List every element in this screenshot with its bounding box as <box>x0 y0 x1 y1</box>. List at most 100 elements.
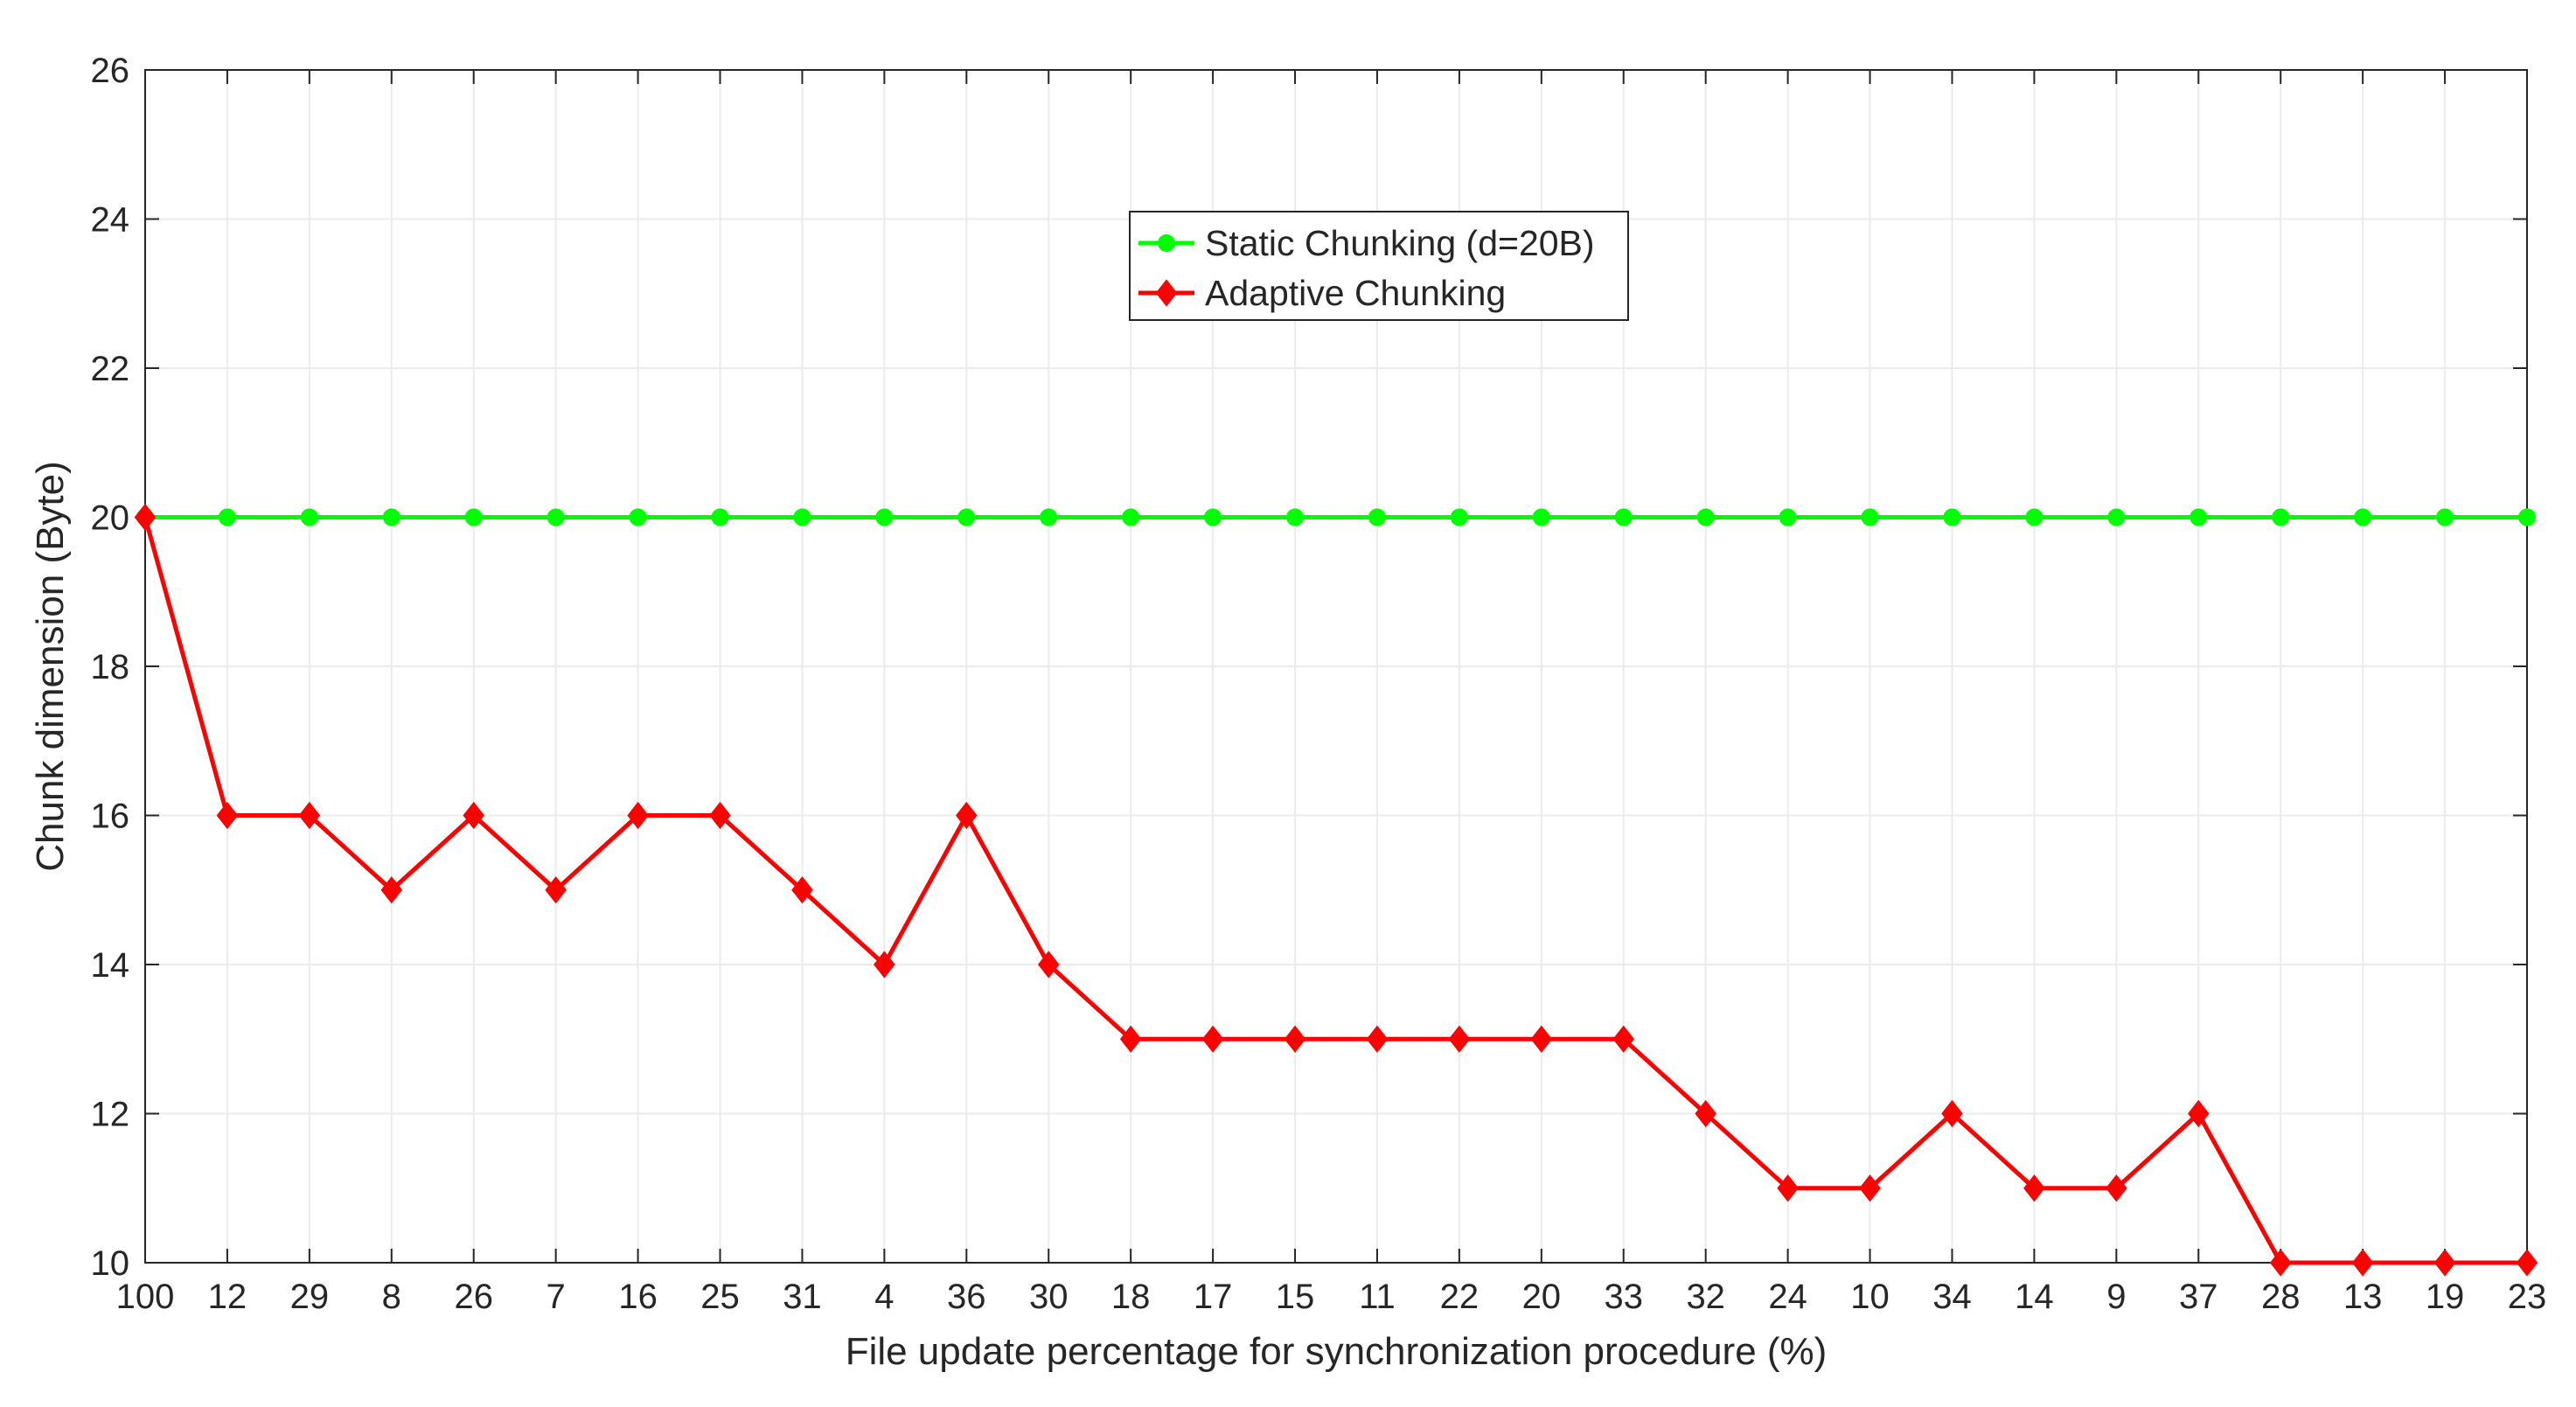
data-point <box>2023 1174 2045 1202</box>
data-point <box>1530 1025 1553 1053</box>
x-tick-label: 31 <box>783 1278 822 1316</box>
y-tick-label: 20 <box>91 499 130 538</box>
x-tick-label: 11 <box>1359 1278 1396 1316</box>
data-point <box>2106 1174 2127 1202</box>
data-point <box>1779 508 1797 526</box>
data-point <box>2188 1099 2210 1128</box>
x-tick-label: 7 <box>547 1278 566 1316</box>
legend-box <box>1129 211 1629 321</box>
y-tick-labels: 10 12 14 16 18 20 22 24 26 <box>91 52 130 1283</box>
data-point <box>1695 1099 1716 1128</box>
y-tick-label: 12 <box>91 1096 130 1134</box>
legend-entry: Adaptive Chunking <box>1138 273 1506 313</box>
x-tick-label: 37 <box>2179 1278 2218 1316</box>
data-point <box>218 508 236 526</box>
data-point <box>216 801 239 830</box>
legend-label: Static Chunking (d=20B) <box>1205 223 1595 263</box>
y-tick-label: 26 <box>91 52 130 90</box>
y-tick-label: 16 <box>91 798 130 836</box>
data-point <box>874 951 895 979</box>
data-point <box>957 508 976 526</box>
series-adaptive-chunking <box>134 503 2538 1277</box>
x-tick-label: 32 <box>1686 1278 1725 1316</box>
x-tick-label: 33 <box>1605 1278 1644 1316</box>
data-point <box>2351 1249 2374 1277</box>
series-static-chunking <box>136 508 2536 526</box>
data-point <box>547 508 565 526</box>
data-point <box>2436 508 2454 526</box>
data-point <box>1122 508 1140 526</box>
x-tick-label: 10 <box>1850 1278 1890 1316</box>
x-tick-label: 15 <box>1276 1278 1315 1316</box>
data-point <box>1532 508 1550 526</box>
y-tick-label: 22 <box>91 350 130 388</box>
data-point <box>1204 508 1222 526</box>
data-point <box>2433 1249 2456 1277</box>
data-point <box>464 508 483 526</box>
data-point <box>627 801 649 830</box>
data-point <box>1366 1025 1389 1053</box>
data-point <box>2354 508 2372 526</box>
x-tick-label: 13 <box>2343 1278 2383 1316</box>
data-point <box>793 508 811 526</box>
data-point <box>1037 951 1060 979</box>
x-tick-label: 28 <box>2261 1278 2301 1316</box>
data-point <box>629 508 647 526</box>
y-tick-label: 14 <box>91 946 130 985</box>
data-point <box>1943 508 1961 526</box>
data-point <box>300 508 318 526</box>
data-point <box>2025 508 2043 526</box>
data-point <box>956 801 978 830</box>
legend: Static Chunking (d=20B) Adaptive Chunking <box>1129 211 1629 321</box>
data-point <box>298 801 321 830</box>
x-tick-label: 24 <box>1768 1278 1807 1316</box>
y-tick-label: 10 <box>91 1244 130 1283</box>
data-point <box>1941 1099 1963 1128</box>
data-point <box>134 503 157 532</box>
x-tick-label: 26 <box>454 1278 493 1316</box>
x-tick-label: 9 <box>2106 1278 2126 1316</box>
data-point <box>2518 508 2536 526</box>
data-point <box>2107 508 2126 526</box>
data-point <box>1448 1025 1471 1053</box>
data-point <box>1040 508 1058 526</box>
x-tick-label: 30 <box>1029 1278 1069 1316</box>
series <box>134 503 2538 1277</box>
data-point <box>1696 508 1715 526</box>
data-point <box>1201 1025 1224 1053</box>
x-tick-label: 34 <box>1932 1278 1972 1316</box>
series-line <box>143 516 2527 1265</box>
data-point <box>1286 508 1305 526</box>
y-tick-label: 24 <box>91 201 130 240</box>
x-axis-label: File update percentage for synchronizati… <box>846 1330 1828 1373</box>
y-tick-label: 18 <box>91 648 130 686</box>
data-point <box>1612 1025 1635 1053</box>
data-point <box>709 801 731 830</box>
data-point <box>1119 1025 1142 1053</box>
legend-marker <box>1158 234 1175 252</box>
data-point <box>380 876 403 904</box>
data-point <box>1859 1174 1881 1202</box>
data-point <box>711 508 729 526</box>
data-point <box>2269 1249 2292 1277</box>
data-point <box>2272 508 2290 526</box>
x-tick-label: 25 <box>700 1278 740 1316</box>
x-tick-label: 16 <box>618 1278 658 1316</box>
x-tick-labels: 100 12 29 8 26 7 16 25 31 4 36 30 18 17 15 11 22 20 33 32 24… <box>116 1278 2547 1316</box>
data-point <box>1777 1174 1799 1202</box>
x-tick-label: 14 <box>2015 1278 2054 1316</box>
x-tick-label: 18 <box>1111 1278 1151 1316</box>
x-tick-label: 100 <box>116 1278 175 1316</box>
data-point <box>2516 1249 2538 1277</box>
y-axis-label: Chunk dimension (Byte) <box>29 461 72 872</box>
legend-marker <box>1155 279 1178 307</box>
x-tick-label: 4 <box>874 1278 894 1316</box>
legend-label: Adaptive Chunking <box>1205 273 1506 313</box>
x-tick-label: 36 <box>947 1278 986 1316</box>
x-tick-label: 22 <box>1440 1278 1479 1316</box>
data-point <box>875 508 894 526</box>
legend-entry: Static Chunking (d=20B) <box>1138 223 1595 263</box>
data-point <box>463 801 484 830</box>
x-tick-label: 23 <box>2508 1278 2547 1316</box>
